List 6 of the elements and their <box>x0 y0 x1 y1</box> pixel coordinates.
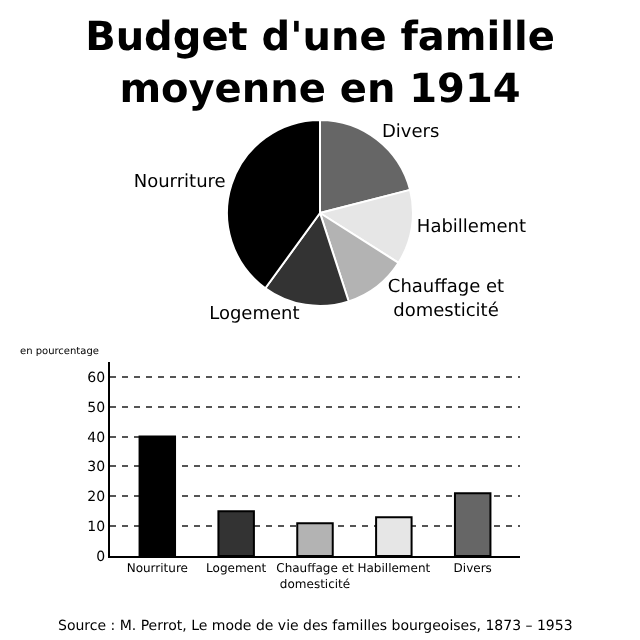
slice-label: Logement <box>209 304 301 325</box>
slice-label: Divers <box>382 123 440 144</box>
slice-label: Habillement <box>416 217 527 238</box>
chart-title: Budget d'une famille moyenne en 1914 <box>85 11 555 112</box>
slice-label: Chauffage et domesticité <box>387 278 505 322</box>
slice-label: Nourriture <box>133 173 227 194</box>
